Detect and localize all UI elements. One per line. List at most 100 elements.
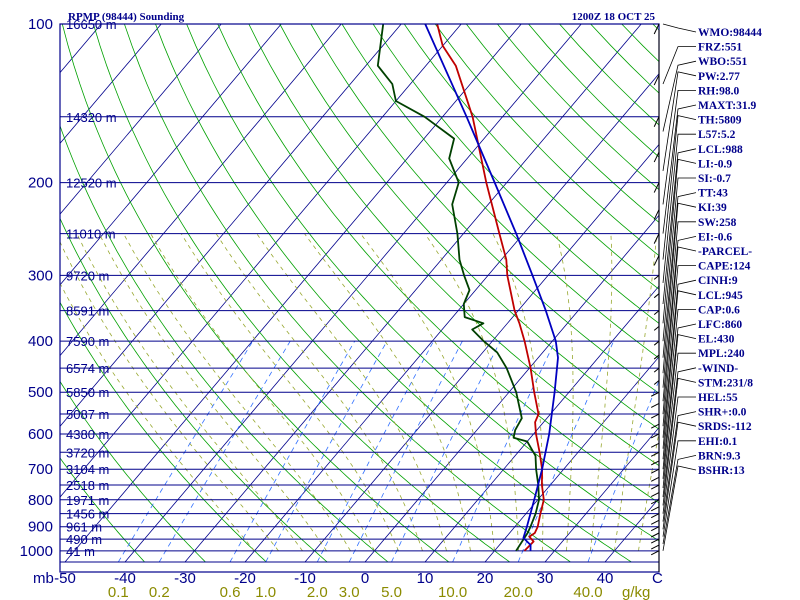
isotherm-line (184, 24, 642, 563)
dry-adiabat-line (93, 24, 510, 563)
index-leader-line (662, 71, 697, 171)
moist-adiabat-line (424, 233, 519, 551)
height-label: 6574 m (66, 361, 109, 376)
moist-adiabat-line (76, 233, 303, 552)
dry-adiabat-line (310, 24, 659, 394)
moist-adiabat-line (590, 233, 613, 551)
index-leader-line (662, 221, 696, 388)
stability-index-item: RH:98.0 (698, 85, 739, 97)
wind-barb (653, 74, 660, 86)
moist-adiabat-line (180, 233, 399, 551)
isotherm-line (60, 24, 462, 498)
dry-adiabat-line (279, 24, 659, 430)
isotherm-line (60, 24, 162, 144)
dry-adiabat-line (60, 457, 145, 563)
height-label: 12520 m (66, 176, 117, 191)
temperature-tick-label: -40 (114, 570, 136, 587)
isotherm-line (244, 73, 659, 563)
dry-adiabat-line (559, 24, 659, 126)
dry-adiabat-line (590, 24, 659, 94)
stability-index-item: LCL:945 (698, 290, 743, 302)
index-leader-line (662, 104, 697, 234)
isotherm-line (64, 24, 522, 563)
mixing-ratio-tick-label: 5.0 (381, 584, 402, 600)
dry-adiabat-line (248, 24, 659, 467)
wind-barb (653, 310, 660, 316)
index-leader-line (662, 279, 697, 438)
mixing-ratio-tick-label: 10.0 (438, 584, 467, 600)
pressure-tick-label: 500 (28, 384, 53, 401)
parcel-profile-line (424, 24, 559, 551)
isotherm-line (124, 24, 582, 563)
mixing-ratio-line (391, 341, 501, 563)
isotherm-line (484, 356, 659, 563)
dewpoint-profile-line (376, 24, 540, 552)
temperature-unit-label: C (652, 570, 663, 587)
wind-barb (650, 476, 660, 482)
wind-barb (650, 451, 660, 457)
plot-frame (59, 23, 660, 573)
stability-index-item: TT:43 (698, 188, 728, 200)
index-leader-line (662, 246, 697, 415)
mixing-ratio-line (587, 379, 659, 563)
wind-barb (653, 182, 660, 193)
pressure-tick-label: 800 (28, 492, 53, 509)
mixing-ratio-tick-label: 1.0 (255, 584, 276, 600)
pressure-tick-label: 200 (28, 175, 53, 192)
index-leader-line (662, 158, 697, 324)
temperature-tick-label: -10 (294, 570, 316, 587)
temperature-tick-label: 0 (361, 570, 369, 587)
height-label: 1456 m (66, 507, 109, 522)
wind-barb (650, 519, 660, 525)
mixing-ratio-tick-label: 20.0 (504, 584, 533, 600)
pressure-tick-label: 300 (28, 267, 53, 284)
stability-index-item: SW:258 (698, 217, 737, 229)
index-leader-line (662, 90, 696, 205)
temperature-tick-label: -20 (234, 570, 256, 587)
height-label: 7590 m (66, 334, 109, 349)
moist-adiabat-line (98, 233, 327, 552)
index-leader-line (662, 202, 697, 374)
index-leader-line (662, 352, 696, 489)
index-leader-line (662, 236, 697, 402)
isotherm-line (60, 24, 282, 286)
dry-adiabat-line (60, 217, 328, 563)
stability-index-item: EL:430 (698, 334, 735, 346)
pressure-tick-label: 400 (28, 333, 53, 350)
stability-index-item: -WIND- (698, 363, 738, 375)
wind-barb (650, 402, 660, 408)
index-leader-line (662, 177, 696, 342)
moist-adiabat-line (256, 233, 447, 551)
stability-index-item: HEL:55 (698, 392, 738, 404)
mixing-ratio-line (517, 341, 614, 563)
wind-barb (653, 367, 660, 373)
stability-indices-panel: WMO:98444 FRZ:551 WBO:551 PW:2.77 RH:98.0 MAX… (662, 23, 762, 551)
wind-barb (650, 506, 660, 512)
wind-barb (653, 116, 660, 127)
stability-index-item: SHR+:0.0 (698, 407, 747, 419)
height-label: 5087 m (66, 407, 109, 422)
mixing-ratio-line (452, 341, 556, 563)
stability-index-item: BSHR:13 (698, 465, 745, 477)
moist-adiabat-line (60, 282, 255, 552)
index-leader-line (662, 148, 697, 305)
height-label: 961 m (66, 520, 102, 535)
wind-barb (650, 550, 660, 556)
wind-barb (650, 460, 660, 466)
pressure-tick-label: 600 (28, 426, 53, 443)
wind-barb (650, 484, 660, 490)
wind-barb (653, 255, 660, 266)
dry-adiabat-line (372, 24, 659, 324)
dry-adiabat-line (186, 24, 659, 542)
stability-index-item: SI:-0.7 (698, 173, 731, 185)
moist-adiabat-line (614, 233, 658, 551)
wind-barb (650, 526, 660, 532)
dry-adiabat-line (61, 24, 450, 563)
mixing-ratio-line (348, 341, 463, 563)
wind-barb (650, 544, 660, 550)
index-leader-line (662, 309, 696, 460)
temperature-profile-line (436, 24, 545, 552)
temperature-tick-label: 20 (477, 570, 494, 587)
